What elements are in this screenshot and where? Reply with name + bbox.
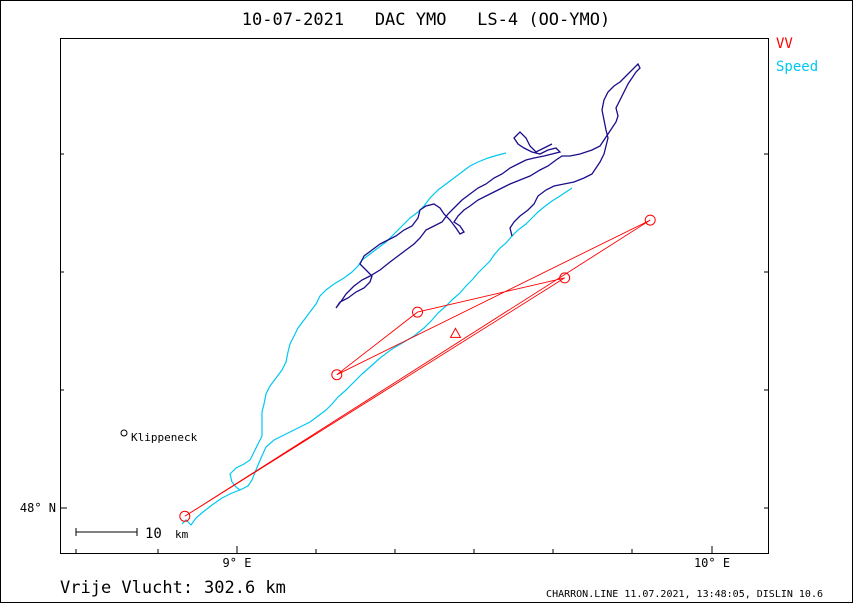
vv-layer: [179, 214, 656, 522]
flight-track: [335, 62, 641, 309]
x-tick-label-10e: 10° E: [694, 556, 730, 570]
distance-label: Vrije Vlucht:: [60, 578, 193, 598]
turnpoint-3: [412, 306, 423, 318]
y-tick-label-48n: 48° N: [20, 501, 56, 515]
turnpoint-5: [644, 214, 656, 226]
credit-line: CHARRON.LINE 11.07.2021, 13:48:05, DISLI…: [546, 589, 823, 600]
x-tick-label-9e: 9° E: [223, 556, 252, 570]
axis-ticks: [60, 153, 768, 553]
legend-speed: Speed: [776, 59, 818, 75]
map-title: 10-07-2021 DAC YMO LS-4 (OO-YMO): [242, 10, 610, 30]
turnpoint-2: [331, 369, 343, 381]
start-triangle-marker: [449, 327, 462, 338]
turnpoint-4: [559, 272, 571, 284]
speed-track: [181, 152, 573, 526]
scale-bar-unit: km: [175, 528, 189, 541]
scale-bar-value: 10: [145, 526, 162, 542]
turnpoint-1: [179, 510, 191, 522]
scale-bar: 10 km: [75, 526, 189, 542]
legend-vv: VV: [776, 36, 793, 52]
place-marker-icon: [120, 429, 128, 437]
vv-route-line: [184, 219, 651, 517]
place-label: Klippeneck: [131, 431, 198, 444]
plot-frame: [60, 38, 769, 554]
place-klippeneck: Klippeneck: [120, 429, 198, 444]
distance-value: 302.6 km: [204, 578, 286, 598]
